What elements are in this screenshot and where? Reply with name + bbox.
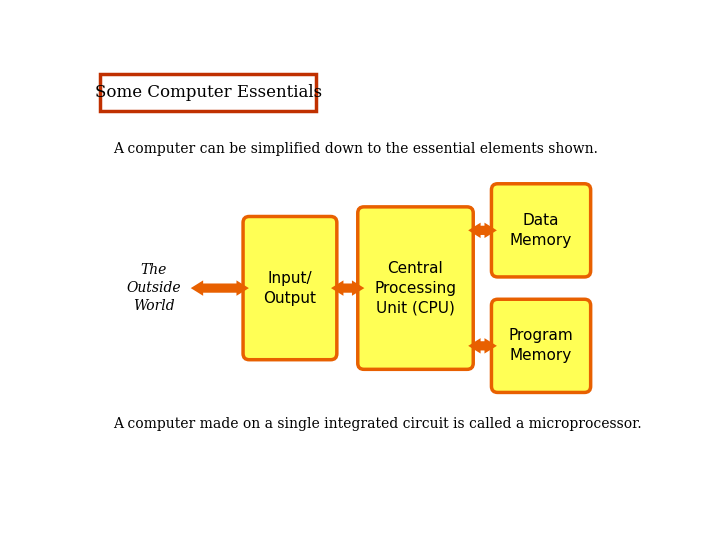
Polygon shape — [331, 280, 364, 296]
Text: The
Outside
World: The Outside World — [126, 262, 181, 314]
FancyBboxPatch shape — [492, 184, 590, 277]
FancyBboxPatch shape — [100, 74, 316, 111]
Text: Central
Processing
Unit (CPU): Central Processing Unit (CPU) — [374, 261, 456, 315]
Text: Input/
Output: Input/ Output — [264, 271, 317, 306]
Text: A computer made on a single integrated circuit is called a microprocessor.: A computer made on a single integrated c… — [113, 417, 642, 431]
FancyBboxPatch shape — [243, 217, 337, 360]
Polygon shape — [468, 222, 497, 238]
Text: Data
Memory: Data Memory — [510, 213, 572, 248]
Polygon shape — [191, 280, 249, 296]
Text: Some Computer Essentials: Some Computer Essentials — [94, 84, 322, 101]
Text: Program
Memory: Program Memory — [508, 328, 573, 363]
FancyBboxPatch shape — [358, 207, 473, 369]
FancyBboxPatch shape — [492, 299, 590, 393]
Polygon shape — [468, 338, 497, 354]
Text: A computer can be simplified down to the essential elements shown.: A computer can be simplified down to the… — [113, 142, 598, 156]
